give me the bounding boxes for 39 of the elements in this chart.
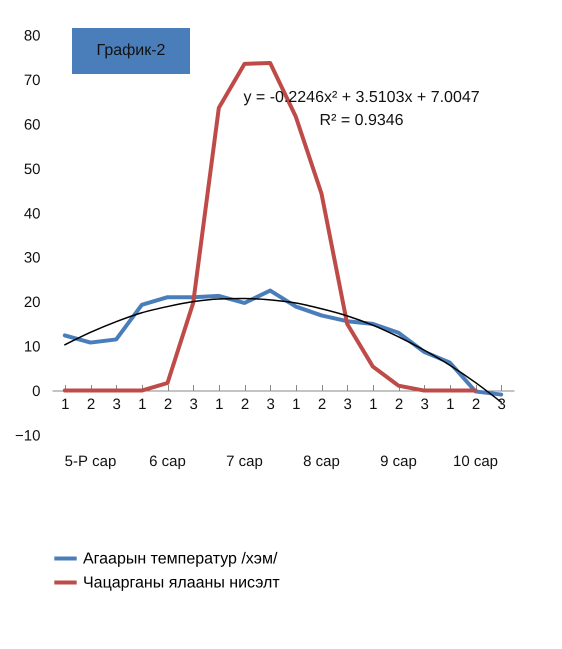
y-tick-label: 80	[24, 28, 40, 44]
y-tick-label: 70	[24, 72, 40, 89]
x-tick-label: 3	[420, 396, 429, 414]
x-tick-label: 3	[189, 396, 198, 414]
text: 10 сар	[452, 453, 498, 470]
y-tick-label: 30	[24, 250, 40, 267]
text: 6 сар	[149, 453, 186, 470]
x-tick-label: 2	[394, 396, 404, 414]
x-tick-label: 2	[318, 396, 326, 414]
line-series	[62, 61, 478, 393]
legend-label: Чацарганы ялааны нисэлт	[83, 574, 280, 592]
y-tick-label: 60	[24, 116, 40, 134]
text: 9 сар	[380, 453, 417, 470]
text: 7 сар	[226, 453, 263, 470]
x-tick-label: 3	[266, 396, 275, 414]
x-tick-label: 3	[497, 396, 506, 414]
text: 8 сар	[303, 453, 340, 470]
y-tick-label: 10	[24, 338, 40, 356]
x-tick-label: 3	[343, 396, 352, 414]
legend-label: Агаарын температур /хэм/	[83, 550, 278, 568]
x-tick-label: 2	[472, 396, 480, 414]
y-tick-label: 40	[24, 205, 40, 222]
y-tick-label: 0	[32, 383, 40, 400]
x-tick-label: 1	[292, 396, 301, 414]
y-tick-label: 50	[24, 160, 40, 178]
y-tick-label: 20	[24, 294, 40, 312]
x-tick-label: 2	[164, 396, 172, 414]
x-tick-label: 2	[86, 396, 96, 414]
chart-title: График-2	[72, 28, 190, 74]
x-tick-label: 1	[215, 396, 224, 414]
x-tick-label: 2	[240, 396, 250, 414]
text: 5-Р сар	[64, 453, 116, 470]
x-tick-label: 1	[369, 396, 378, 414]
y-tick-label: −10	[15, 428, 40, 444]
x-tick-label: 1	[61, 396, 70, 414]
annotation: R² = 0.9346	[320, 112, 404, 129]
x-tick-label: 3	[112, 396, 121, 414]
x-tick-label: 1	[446, 396, 455, 414]
x-tick-label: 1	[138, 396, 147, 414]
